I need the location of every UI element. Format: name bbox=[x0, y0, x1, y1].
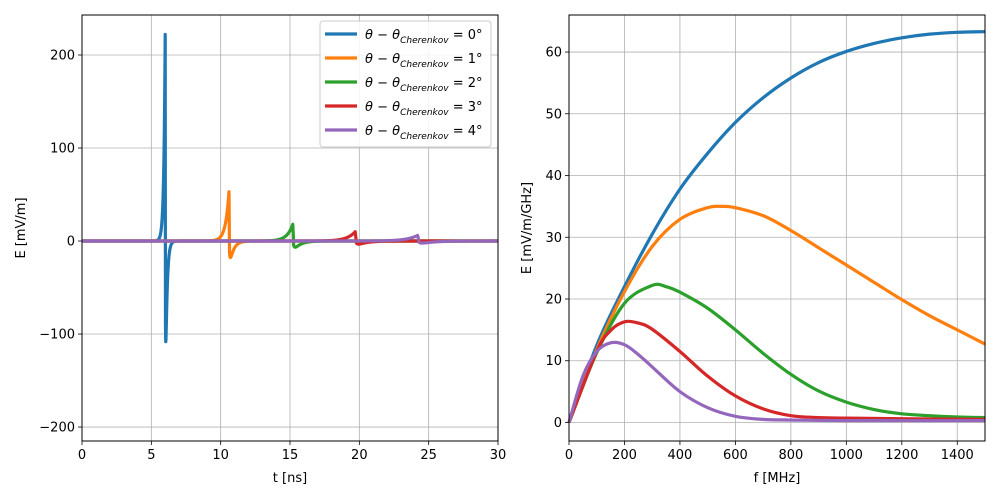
x-tick-label: 600 bbox=[723, 448, 748, 463]
legend-label: θ − θCherenkov = 3° bbox=[365, 100, 483, 118]
y-tick-label: 40 bbox=[545, 169, 562, 184]
x-tick-label: 800 bbox=[778, 448, 803, 463]
y-tick-label: 100 bbox=[50, 142, 75, 157]
x-tick-label: 200 bbox=[612, 448, 637, 463]
frequency-axes-frame bbox=[568, 14, 986, 442]
x-tick-label: 20 bbox=[351, 448, 368, 463]
frequency-series-lines bbox=[567, 30, 986, 424]
legend-box bbox=[319, 20, 492, 148]
legend-label: θ − θCherenkov = 1° bbox=[365, 52, 483, 70]
x-tick-label: 1000 bbox=[830, 448, 863, 463]
legend-label: θ − θCherenkov = 2° bbox=[365, 76, 483, 94]
x-tick-label: 1400 bbox=[941, 448, 974, 463]
frequency-domain-panel: 0 200 400 600 800 1000 1200 1400 0 10 20 30 40 50 60 f… bbox=[520, 14, 986, 486]
time-xlabel: t [ns] bbox=[273, 471, 307, 486]
legend-label: θ − θCherenkov = 0° bbox=[365, 28, 483, 46]
frequency-xlabel: f [MHz] bbox=[754, 471, 801, 486]
spectrum-line-0deg bbox=[567, 30, 986, 424]
frequency-ticks: 0 200 400 600 800 1000 1200 1400 0 10 20 30 40 50 60 bbox=[545, 46, 973, 463]
spectrum-line-1deg bbox=[567, 204, 986, 424]
x-tick-label: 25 bbox=[420, 448, 437, 463]
y-tick-label: 60 bbox=[545, 46, 562, 61]
y-tick-label: −200 bbox=[39, 421, 75, 436]
y-tick-label: 0 bbox=[554, 416, 562, 431]
spectrum-line-2deg bbox=[567, 282, 986, 424]
x-tick-label: 15 bbox=[282, 448, 299, 463]
x-tick-label: 5 bbox=[147, 448, 155, 463]
spectrum-line-3deg bbox=[567, 319, 986, 424]
legend: θ − θCherenkov = 0° θ − θCherenkov = 1° θ … bbox=[319, 20, 492, 148]
time-ylabel: E [mV/m] bbox=[14, 197, 29, 258]
time-series-lines bbox=[82, 32, 498, 344]
y-tick-label: 50 bbox=[545, 107, 562, 122]
pulse-line-4deg bbox=[82, 233, 498, 245]
x-tick-label: 1200 bbox=[885, 448, 918, 463]
y-tick-label: 0 bbox=[67, 235, 75, 250]
x-tick-label: 30 bbox=[490, 448, 507, 463]
y-tick-label: −100 bbox=[39, 328, 75, 343]
legend-label: θ − θCherenkov = 4° bbox=[365, 124, 483, 142]
frequency-ylabel: E [mV/m/GHz] bbox=[520, 182, 535, 274]
spectrum-line-4deg bbox=[567, 340, 986, 423]
y-tick-label: 30 bbox=[545, 231, 562, 246]
y-tick-label: 20 bbox=[545, 293, 562, 308]
x-tick-label: 0 bbox=[78, 448, 86, 463]
y-tick-label: 10 bbox=[545, 354, 562, 369]
y-tick-label: 200 bbox=[50, 48, 75, 63]
x-tick-label: 10 bbox=[212, 448, 229, 463]
x-tick-label: 400 bbox=[668, 448, 693, 463]
time-ticks: 0 5 10 15 20 25 30 −200 −100 0 100 200 bbox=[39, 48, 506, 463]
x-tick-label: 0 bbox=[565, 448, 573, 463]
